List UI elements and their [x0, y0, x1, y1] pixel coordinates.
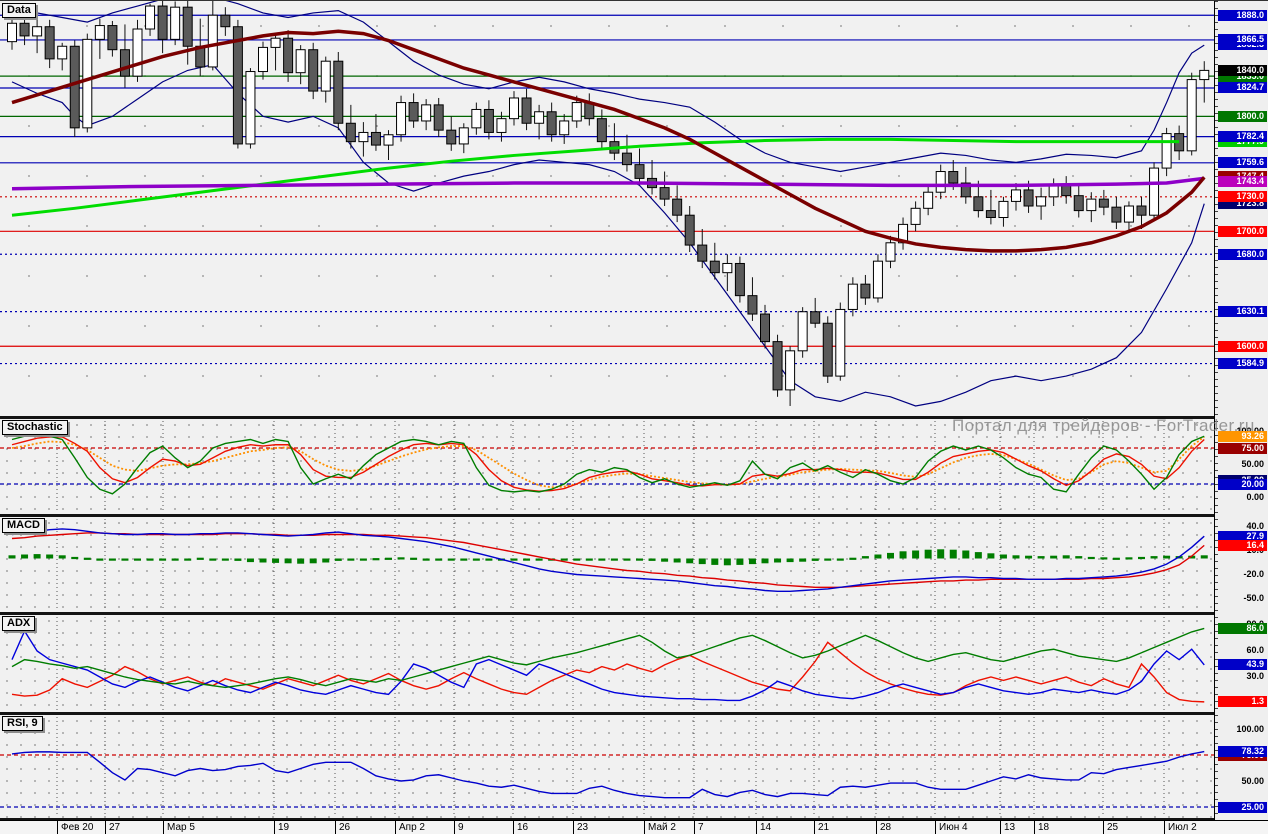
date-tick — [644, 821, 645, 834]
date-tick — [1103, 821, 1104, 834]
axis-scale-label-adx: 30.0 — [1246, 671, 1264, 682]
date-tick-label: 21 — [818, 822, 830, 833]
axis-value-label-main: 1730.0 — [1218, 191, 1267, 203]
axis-scale-label-macd: 40.0 — [1246, 521, 1264, 531]
panel-separator[interactable] — [0, 612, 1268, 615]
axis-value-label-main: 1723.8 — [1218, 198, 1267, 210]
date-tick — [513, 821, 514, 834]
time-axis[interactable]: Фев 20 27 Мар 5 19 26 Апр 2 9 16 23 Май 2 7 14 21 28 И… — [0, 820, 1268, 834]
date-tick — [335, 821, 336, 834]
axis-scale-label-adx: 60.0 — [1246, 645, 1264, 656]
date-tick — [105, 821, 106, 834]
date-tick — [274, 821, 275, 834]
macd-panel[interactable] — [0, 517, 1214, 612]
date-tick-label: Мар 5 — [167, 822, 195, 833]
axis-value-label-rsi: 78.32 — [1218, 746, 1267, 758]
axis-value-label-main: 1759.6 — [1218, 157, 1267, 169]
axis-value-label-macd: 27.9 — [1218, 530, 1267, 542]
date-tick-label: 14 — [760, 822, 772, 833]
date-tick-label: 27 — [109, 822, 121, 833]
date-tick — [694, 821, 695, 834]
main-chart-panel[interactable] — [0, 1, 1214, 416]
axis-value-label-main: 1866.5 — [1218, 34, 1267, 46]
date-tick — [1164, 821, 1165, 834]
axis-value-label-macd: 16.4 — [1218, 539, 1267, 551]
date-tick-label: 19 — [278, 822, 290, 833]
date-tick-label: 9 — [458, 822, 464, 833]
date-tick — [814, 821, 815, 834]
main-panel-title[interactable]: Data — [2, 3, 36, 18]
panel-separator[interactable] — [0, 712, 1268, 715]
axis-value-label-main: 1743.4 — [1218, 175, 1267, 187]
date-tick — [756, 821, 757, 834]
axis-scale-label-macd: -50.0 — [1243, 593, 1264, 603]
rsi-panel-title[interactable]: RSI, 9 — [2, 716, 43, 731]
axis-value-label-adx: 86.0 — [1218, 622, 1267, 634]
date-tick — [57, 821, 58, 834]
date-tick — [163, 821, 164, 834]
date-tick-label: 25 — [1107, 822, 1119, 833]
axis-value-label-adx: 43.9 — [1218, 659, 1267, 671]
price-axis[interactable]: 1888.01862.31866.51835.01840.01824.71800… — [1214, 1, 1268, 834]
axis-scale-label-macd: -20.0 — [1243, 569, 1264, 579]
axis-scale-label-stoch: 0.00 — [1246, 491, 1264, 502]
panel-separator[interactable] — [0, 416, 1268, 419]
date-tick-label: 26 — [339, 822, 351, 833]
axis-value-label-main: 1888.0 — [1218, 9, 1267, 21]
axis-value-label-stoch: 93.26 — [1218, 430, 1267, 442]
watermark-text: Портал для трейдеров - ForTrader.ru — [952, 416, 1255, 435]
date-tick — [1034, 821, 1035, 834]
axis-value-label-main: 1824.7 — [1218, 82, 1267, 94]
axis-scale-label-stoch: 50.00 — [1241, 458, 1264, 469]
adx-panel[interactable] — [0, 615, 1214, 712]
date-tick-label: Апр 2 — [399, 822, 425, 833]
date-tick — [454, 821, 455, 834]
date-tick-label: 28 — [880, 822, 892, 833]
axis-value-label-main: 1782.4 — [1218, 131, 1267, 143]
date-tick-label: 16 — [517, 822, 529, 833]
macd-panel-title[interactable]: MACD — [2, 518, 45, 533]
date-tick-label: Фев 20 — [61, 822, 94, 833]
date-tick — [395, 821, 396, 834]
date-tick — [876, 821, 877, 834]
axis-value-label-main: 1800.0 — [1218, 110, 1267, 122]
date-tick — [935, 821, 936, 834]
axis-value-label-main: 1700.0 — [1218, 225, 1267, 237]
date-tick-label: Июн 4 — [939, 822, 968, 833]
date-tick-label: 18 — [1038, 822, 1050, 833]
axis-value-label-main: 1840.0 — [1218, 64, 1267, 76]
axis-scale-label-rsi: 100.00 — [1236, 723, 1264, 734]
date-tick-label: Июл 2 — [1168, 822, 1197, 833]
panel-separator[interactable] — [0, 514, 1268, 517]
axis-value-label-main: 1584.9 — [1218, 358, 1267, 370]
axis-value-label-stoch: 75.00 — [1218, 442, 1267, 454]
date-tick — [1000, 821, 1001, 834]
date-tick-label: Май 2 — [648, 822, 676, 833]
rsi-panel[interactable] — [0, 715, 1214, 818]
axis-value-label-main: 1680.0 — [1218, 248, 1267, 260]
date-tick-label: 7 — [698, 822, 704, 833]
axis-scale-label-rsi: 50.00 — [1241, 775, 1264, 786]
axis-value-label-main: 1630.1 — [1218, 306, 1267, 318]
panel-separator[interactable] — [0, 818, 1268, 820]
axis-value-label-rsi: 25.00 — [1218, 801, 1267, 813]
adx-panel-title[interactable]: ADX — [2, 616, 36, 631]
date-tick — [573, 821, 574, 834]
axis-value-label-stoch: 20.00 — [1218, 478, 1267, 490]
axis-value-label-main: 1600.0 — [1218, 340, 1267, 352]
axis-value-label-adx: 1.3 — [1218, 696, 1267, 708]
date-tick-label: 13 — [1004, 822, 1016, 833]
stochastic-panel-title[interactable]: Stochastic — [2, 420, 68, 435]
date-tick-label: 23 — [577, 822, 589, 833]
